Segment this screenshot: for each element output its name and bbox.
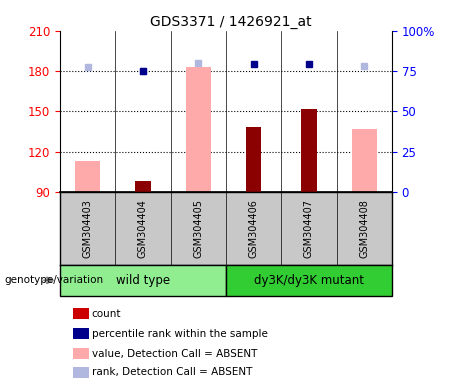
Bar (246, 127, 261, 192)
Text: GSM304403: GSM304403 (83, 199, 93, 258)
Text: GSM304408: GSM304408 (359, 199, 369, 258)
Text: count: count (92, 309, 121, 319)
Bar (73, 328, 89, 339)
Bar (73, 348, 89, 359)
Bar (226, 265, 392, 296)
Text: percentile rank within the sample: percentile rank within the sample (92, 329, 268, 339)
Text: rank, Detection Call = ABSENT: rank, Detection Call = ABSENT (92, 367, 252, 377)
Text: GSM304405: GSM304405 (193, 199, 203, 258)
Bar (301, 109, 317, 192)
Text: genotype/variation: genotype/variation (5, 275, 104, 285)
Text: value, Detection Call = ABSENT: value, Detection Call = ABSENT (92, 349, 257, 359)
Bar (186, 67, 211, 192)
Bar (73, 308, 89, 319)
Bar (352, 129, 377, 192)
Text: GSM304404: GSM304404 (138, 199, 148, 258)
Text: GSM304406: GSM304406 (248, 199, 259, 258)
Bar (60, 265, 226, 296)
Bar (135, 181, 151, 192)
Bar (73, 367, 89, 378)
Text: GDS3371 / 1426921_at: GDS3371 / 1426921_at (150, 15, 311, 29)
Text: dy3K/dy3K mutant: dy3K/dy3K mutant (254, 274, 364, 287)
Bar (75, 161, 100, 192)
Text: GSM304407: GSM304407 (304, 199, 314, 258)
Text: wild type: wild type (116, 274, 170, 287)
